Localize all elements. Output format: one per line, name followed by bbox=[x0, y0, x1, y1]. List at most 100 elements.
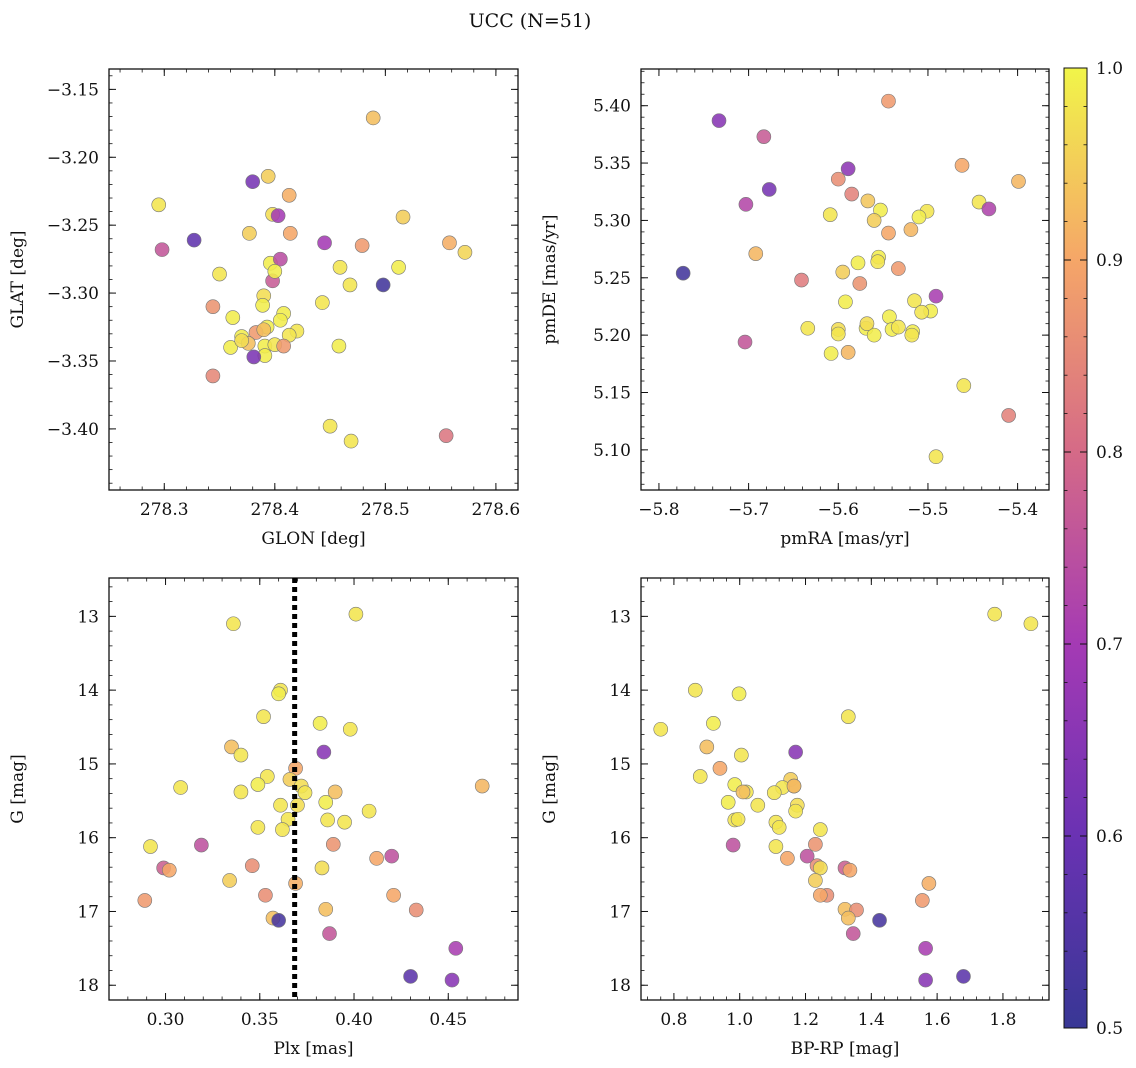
colorbar: 0.5 0.6 0.7 0.8 0.9 1.0 bbox=[1063, 59, 1123, 1039]
y-tick-label: 13 bbox=[77, 607, 99, 627]
x-axis-label: BP-RP [mag] bbox=[791, 1039, 900, 1059]
scatter-point bbox=[788, 744, 803, 760]
x-tick-label: 1.8 bbox=[989, 1010, 1016, 1030]
scatter-point bbox=[276, 338, 291, 354]
scatter-point bbox=[808, 873, 823, 888]
scatter-point bbox=[250, 820, 266, 835]
scatter-point bbox=[369, 851, 384, 866]
scatter-point bbox=[297, 785, 313, 800]
x-tick-label: 1.6 bbox=[924, 1010, 951, 1030]
scatter-point bbox=[267, 264, 283, 279]
scatter-point bbox=[712, 761, 728, 776]
scatter-point bbox=[844, 186, 860, 202]
colorbar-tick-label: 0.7 bbox=[1096, 635, 1123, 655]
scatter-point bbox=[904, 327, 920, 343]
scatter-point bbox=[448, 941, 464, 956]
scatter-point bbox=[850, 255, 866, 271]
x-axis-label: pmRA [mas/yr] bbox=[780, 529, 909, 549]
x-tick-label: 0.45 bbox=[429, 1010, 467, 1030]
scatter-point bbox=[256, 709, 271, 724]
y-tick-label: 13 bbox=[609, 607, 631, 627]
scatter-point bbox=[361, 803, 377, 819]
scatter-point bbox=[312, 716, 328, 731]
scatter-point bbox=[226, 616, 241, 632]
scatter-point bbox=[258, 887, 273, 903]
x-tick-label: 0.40 bbox=[335, 1010, 373, 1030]
scatter-point bbox=[275, 822, 290, 837]
scatter-point bbox=[794, 272, 809, 288]
scatter-point bbox=[872, 913, 887, 928]
scatter-point bbox=[870, 254, 886, 270]
plot-frame bbox=[640, 68, 1050, 491]
scatter-point bbox=[242, 226, 257, 241]
plot-frame bbox=[640, 577, 1050, 1001]
scatter-point bbox=[1001, 408, 1016, 423]
scatter-point bbox=[840, 345, 856, 360]
scatter-point bbox=[840, 161, 856, 177]
plot-frame bbox=[108, 577, 519, 1001]
scatter-point bbox=[260, 769, 275, 784]
scatter-point bbox=[408, 902, 424, 918]
scatter-point bbox=[250, 777, 266, 792]
scatter-point bbox=[771, 820, 787, 835]
scatter-point bbox=[143, 839, 158, 854]
y-axis-label: G [mag] bbox=[8, 754, 28, 823]
x-tick-label: −5.8 bbox=[638, 500, 679, 520]
scatter-point bbox=[245, 174, 261, 190]
scatter-point bbox=[780, 851, 795, 866]
x-tick-label: 1.4 bbox=[858, 1010, 885, 1030]
scatter-point bbox=[734, 747, 749, 763]
y-tick-label: 15 bbox=[77, 755, 99, 775]
plot-frame bbox=[108, 68, 519, 491]
scatter-point bbox=[692, 769, 708, 784]
x-tick-label: 1.2 bbox=[792, 1010, 819, 1030]
y-tick-label: 5.10 bbox=[593, 441, 631, 461]
x-tick-label: 0.8 bbox=[660, 1010, 687, 1030]
scatter-point bbox=[1011, 174, 1026, 189]
scatter-point bbox=[813, 822, 828, 837]
x-tick-label: −5.5 bbox=[907, 500, 948, 520]
x-axis-label: Plx [mas] bbox=[273, 1039, 353, 1059]
scatter-point bbox=[768, 839, 784, 854]
scatter-point bbox=[881, 93, 896, 109]
scatter-point bbox=[317, 235, 332, 251]
scatter-point bbox=[151, 197, 167, 213]
figure-title: UCC (N=51) bbox=[469, 10, 592, 32]
scatter-point bbox=[327, 784, 343, 800]
y-tick-label: −3.30 bbox=[47, 284, 99, 304]
colorbar-tick-label: 0.6 bbox=[1096, 827, 1123, 847]
scatter-point bbox=[735, 784, 751, 800]
scatter-point bbox=[365, 110, 381, 126]
scatter-point bbox=[395, 209, 411, 225]
scatter-point bbox=[711, 113, 727, 128]
scatter-point bbox=[891, 261, 906, 276]
y-tick-label: −3.15 bbox=[47, 80, 99, 100]
y-tick-label: −3.35 bbox=[47, 352, 99, 372]
scatter-point bbox=[154, 242, 170, 257]
y-tick-label: 5.15 bbox=[593, 383, 631, 403]
scatter-point bbox=[194, 837, 209, 853]
scatter-point bbox=[766, 785, 782, 800]
scatter-point bbox=[956, 378, 972, 393]
scatter-points bbox=[675, 93, 1026, 465]
scatter-point bbox=[173, 780, 188, 795]
scatter-point bbox=[354, 238, 370, 253]
scatter-points bbox=[151, 110, 473, 449]
scatter-point bbox=[234, 333, 249, 348]
scatter-point bbox=[788, 803, 803, 819]
colorbar-tick-label: 0.5 bbox=[1096, 1019, 1123, 1039]
scatter-point bbox=[438, 428, 454, 443]
y-tick-label: −3.25 bbox=[47, 216, 99, 236]
scatter-point bbox=[830, 326, 846, 342]
scatter-point bbox=[260, 168, 276, 184]
scatter-point bbox=[244, 858, 260, 874]
scatter-point bbox=[337, 814, 352, 830]
scatter-point bbox=[225, 310, 241, 325]
scatter-point bbox=[282, 226, 298, 241]
scatter-point bbox=[918, 941, 933, 956]
y-tick-label: 14 bbox=[609, 681, 631, 701]
scatter-point bbox=[881, 225, 896, 241]
panel-2: −5.8 −5.7 −5.6 −5.5 −5.4 5.10 5.15 5.20 5.25 5.30… bbox=[540, 68, 1050, 549]
scatter-point bbox=[928, 449, 944, 465]
